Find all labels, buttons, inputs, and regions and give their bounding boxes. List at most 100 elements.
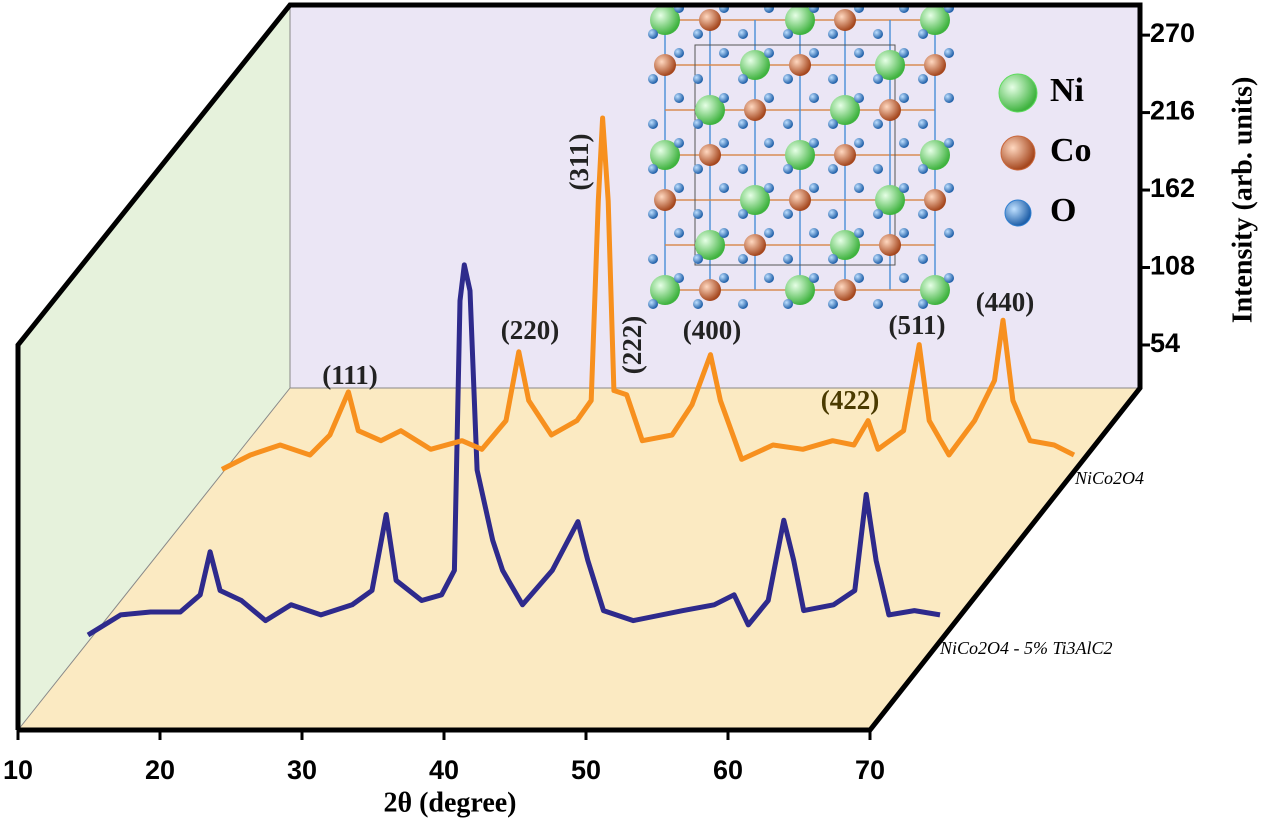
- atom: [719, 273, 729, 283]
- atom: [740, 185, 770, 215]
- atom: [879, 234, 901, 256]
- atom: [828, 119, 838, 129]
- atom: [828, 299, 838, 309]
- legend-label: O: [1050, 192, 1076, 229]
- atom: [834, 144, 856, 166]
- atom: [809, 93, 819, 103]
- series-line: [220, 115, 1076, 472]
- atom: [875, 185, 905, 215]
- atom: [809, 48, 819, 58]
- atom: [693, 74, 703, 84]
- atom: [738, 299, 748, 309]
- atom: [918, 209, 928, 219]
- peak-label: (440): [976, 287, 1034, 317]
- atom: [738, 164, 748, 174]
- atom: [744, 99, 766, 121]
- floor: [18, 388, 1140, 730]
- atom: [738, 209, 748, 219]
- atom: [648, 299, 658, 309]
- x-tick-label: 10: [3, 755, 33, 785]
- atom: [873, 74, 883, 84]
- atom: [854, 93, 864, 103]
- atom: [693, 119, 703, 129]
- atom: [854, 138, 864, 148]
- atom: [920, 140, 950, 170]
- legend-swatch: [1004, 199, 1032, 227]
- left-wall: [18, 5, 290, 730]
- atom: [648, 74, 658, 84]
- atom: [783, 119, 793, 129]
- atom: [648, 164, 658, 174]
- atom: [899, 228, 909, 238]
- series-line: [86, 262, 941, 638]
- atom: [785, 275, 815, 305]
- atom: [783, 164, 793, 174]
- atom: [783, 209, 793, 219]
- atom: [693, 209, 703, 219]
- peak-label: (511): [889, 310, 946, 340]
- atom: [918, 119, 928, 129]
- atom: [809, 138, 819, 148]
- atom: [944, 93, 954, 103]
- atom: [785, 5, 815, 35]
- atom: [830, 95, 860, 125]
- x-axis-label: 2θ (degree): [383, 787, 516, 818]
- atom: [744, 234, 766, 256]
- atom: [764, 138, 774, 148]
- peak-label: (422): [821, 385, 879, 415]
- atom: [783, 254, 793, 264]
- atom: [693, 29, 703, 39]
- atom: [783, 74, 793, 84]
- x-tick-label: 70: [855, 755, 885, 785]
- atom: [944, 138, 954, 148]
- atom: [740, 50, 770, 80]
- atom: [854, 183, 864, 193]
- atom: [650, 5, 680, 35]
- y-tick-label: 108: [1150, 251, 1195, 281]
- series-label: NiCo2O4: [1074, 468, 1144, 488]
- atom: [834, 9, 856, 31]
- atom: [650, 275, 680, 305]
- atom: [899, 138, 909, 148]
- peak-label: (220): [501, 315, 559, 345]
- atom: [828, 74, 838, 84]
- atom: [693, 299, 703, 309]
- atom: [873, 299, 883, 309]
- atom: [785, 140, 815, 170]
- atom: [854, 48, 864, 58]
- atom: [719, 138, 729, 148]
- atom: [764, 48, 774, 58]
- atom: [699, 9, 721, 31]
- atom: [738, 29, 748, 39]
- atom: [899, 48, 909, 58]
- atom: [873, 209, 883, 219]
- atom: [674, 273, 684, 283]
- crystal-structure: [648, 3, 954, 309]
- atom: [918, 299, 928, 309]
- atom: [783, 29, 793, 39]
- atom: [944, 48, 954, 58]
- atom: [789, 54, 811, 76]
- atom: [699, 279, 721, 301]
- atom: [834, 279, 856, 301]
- legend-swatch: [1000, 135, 1036, 171]
- atom: [719, 48, 729, 58]
- peak-label: (311): [564, 134, 594, 191]
- atom: [828, 164, 838, 174]
- atom: [944, 228, 954, 238]
- atom: [789, 189, 811, 211]
- x-tick-label: 20: [145, 755, 175, 785]
- atom: [674, 93, 684, 103]
- atom: [899, 183, 909, 193]
- atom: [654, 54, 676, 76]
- atom: [918, 74, 928, 84]
- y-tick-label: 54: [1150, 328, 1180, 358]
- plot: [86, 115, 1076, 638]
- atom: [764, 183, 774, 193]
- x-tick-label: 60: [713, 755, 743, 785]
- atom: [873, 119, 883, 129]
- atom: [830, 230, 860, 260]
- x-tick-label: 30: [287, 755, 317, 785]
- atom: [944, 183, 954, 193]
